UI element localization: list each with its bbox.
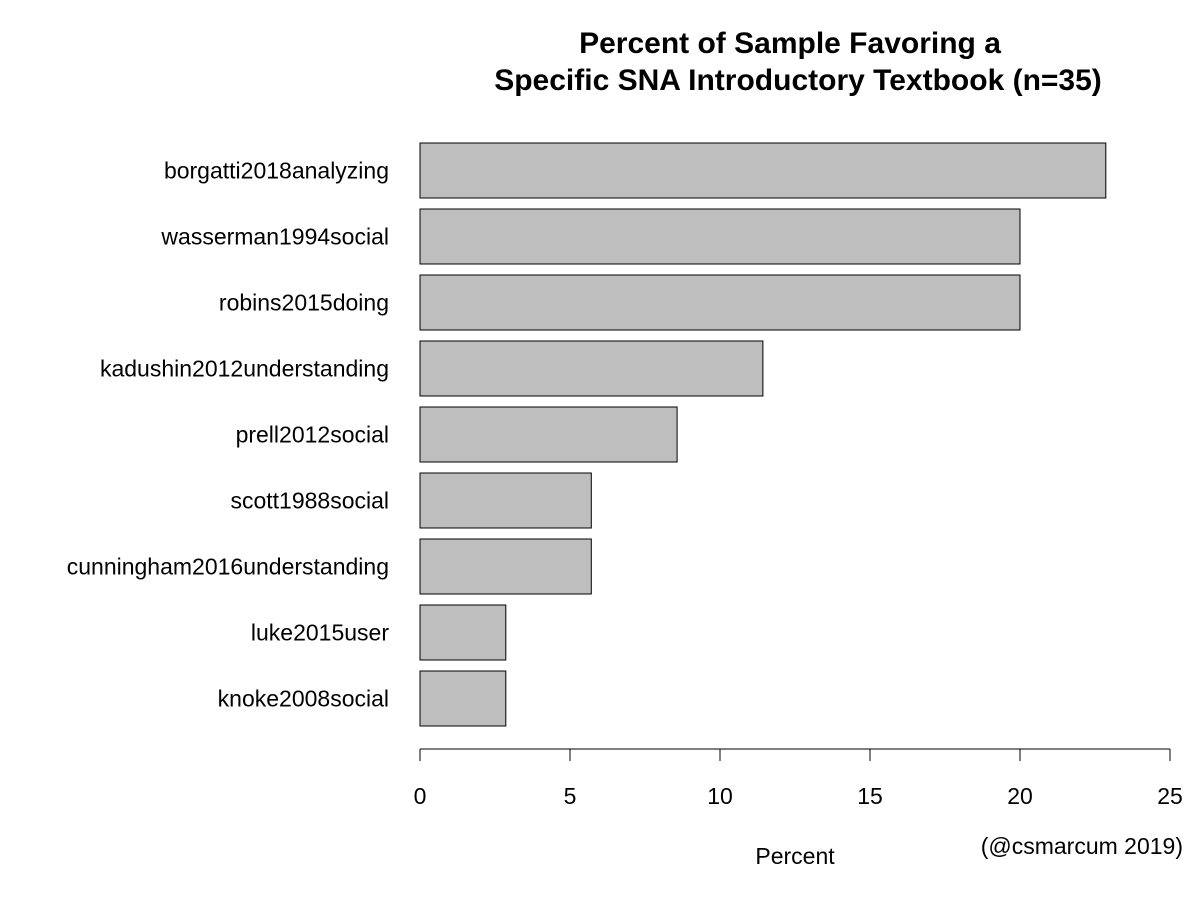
chart-title-line-1: Percent of Sample Favoring a [579, 27, 1001, 60]
chart-title-line-2: Specific SNA Introductory Textbook (n=35… [494, 64, 1102, 97]
x-tick-label-20: 20 [1007, 783, 1033, 809]
x-tick-label-25: 25 [1157, 783, 1183, 809]
x-tick-label-10: 10 [707, 783, 733, 809]
category-label-luke2015user: luke2015user [251, 620, 389, 646]
x-tick-label-15: 15 [857, 783, 883, 809]
caption-credit: (@csmarcum 2019) [981, 833, 1183, 859]
bar-knoke2008social [419, 670, 507, 727]
bar-cunningham2016understanding [419, 538, 592, 595]
x-axis-title: Percent [755, 843, 835, 869]
category-label-borgatti2018analyzing: borgatti2018analyzing [164, 158, 389, 184]
category-label-prell2012social: prell2012social [236, 422, 389, 448]
category-label-wasserman1994social: wasserman1994social [160, 224, 389, 250]
x-tick-label-0: 0 [414, 783, 427, 809]
bar-robins2015doing [419, 274, 1021, 331]
bar-borgatti2018analyzing [419, 142, 1107, 199]
category-labels-group: borgatti2018analyzing wasserman1994social… [67, 158, 390, 712]
category-label-knoke2008social: knoke2008social [218, 686, 389, 712]
bar-scott1988social [419, 472, 592, 529]
bar-kadushin2012understanding [419, 340, 764, 397]
bar-prell2012social [419, 406, 678, 463]
x-axis: 0 5 10 15 20 25 [414, 748, 1183, 809]
x-tick-label-5: 5 [564, 783, 577, 809]
bar-luke2015user [419, 604, 507, 661]
category-label-robins2015doing: robins2015doing [219, 290, 389, 316]
category-label-kadushin2012understanding: kadushin2012understanding [100, 356, 389, 382]
category-label-cunningham2016understanding: cunningham2016understanding [67, 554, 389, 580]
bar-wasserman1994social [419, 208, 1021, 265]
bars-group [419, 142, 1107, 727]
category-label-scott1988social: scott1988social [230, 488, 389, 514]
